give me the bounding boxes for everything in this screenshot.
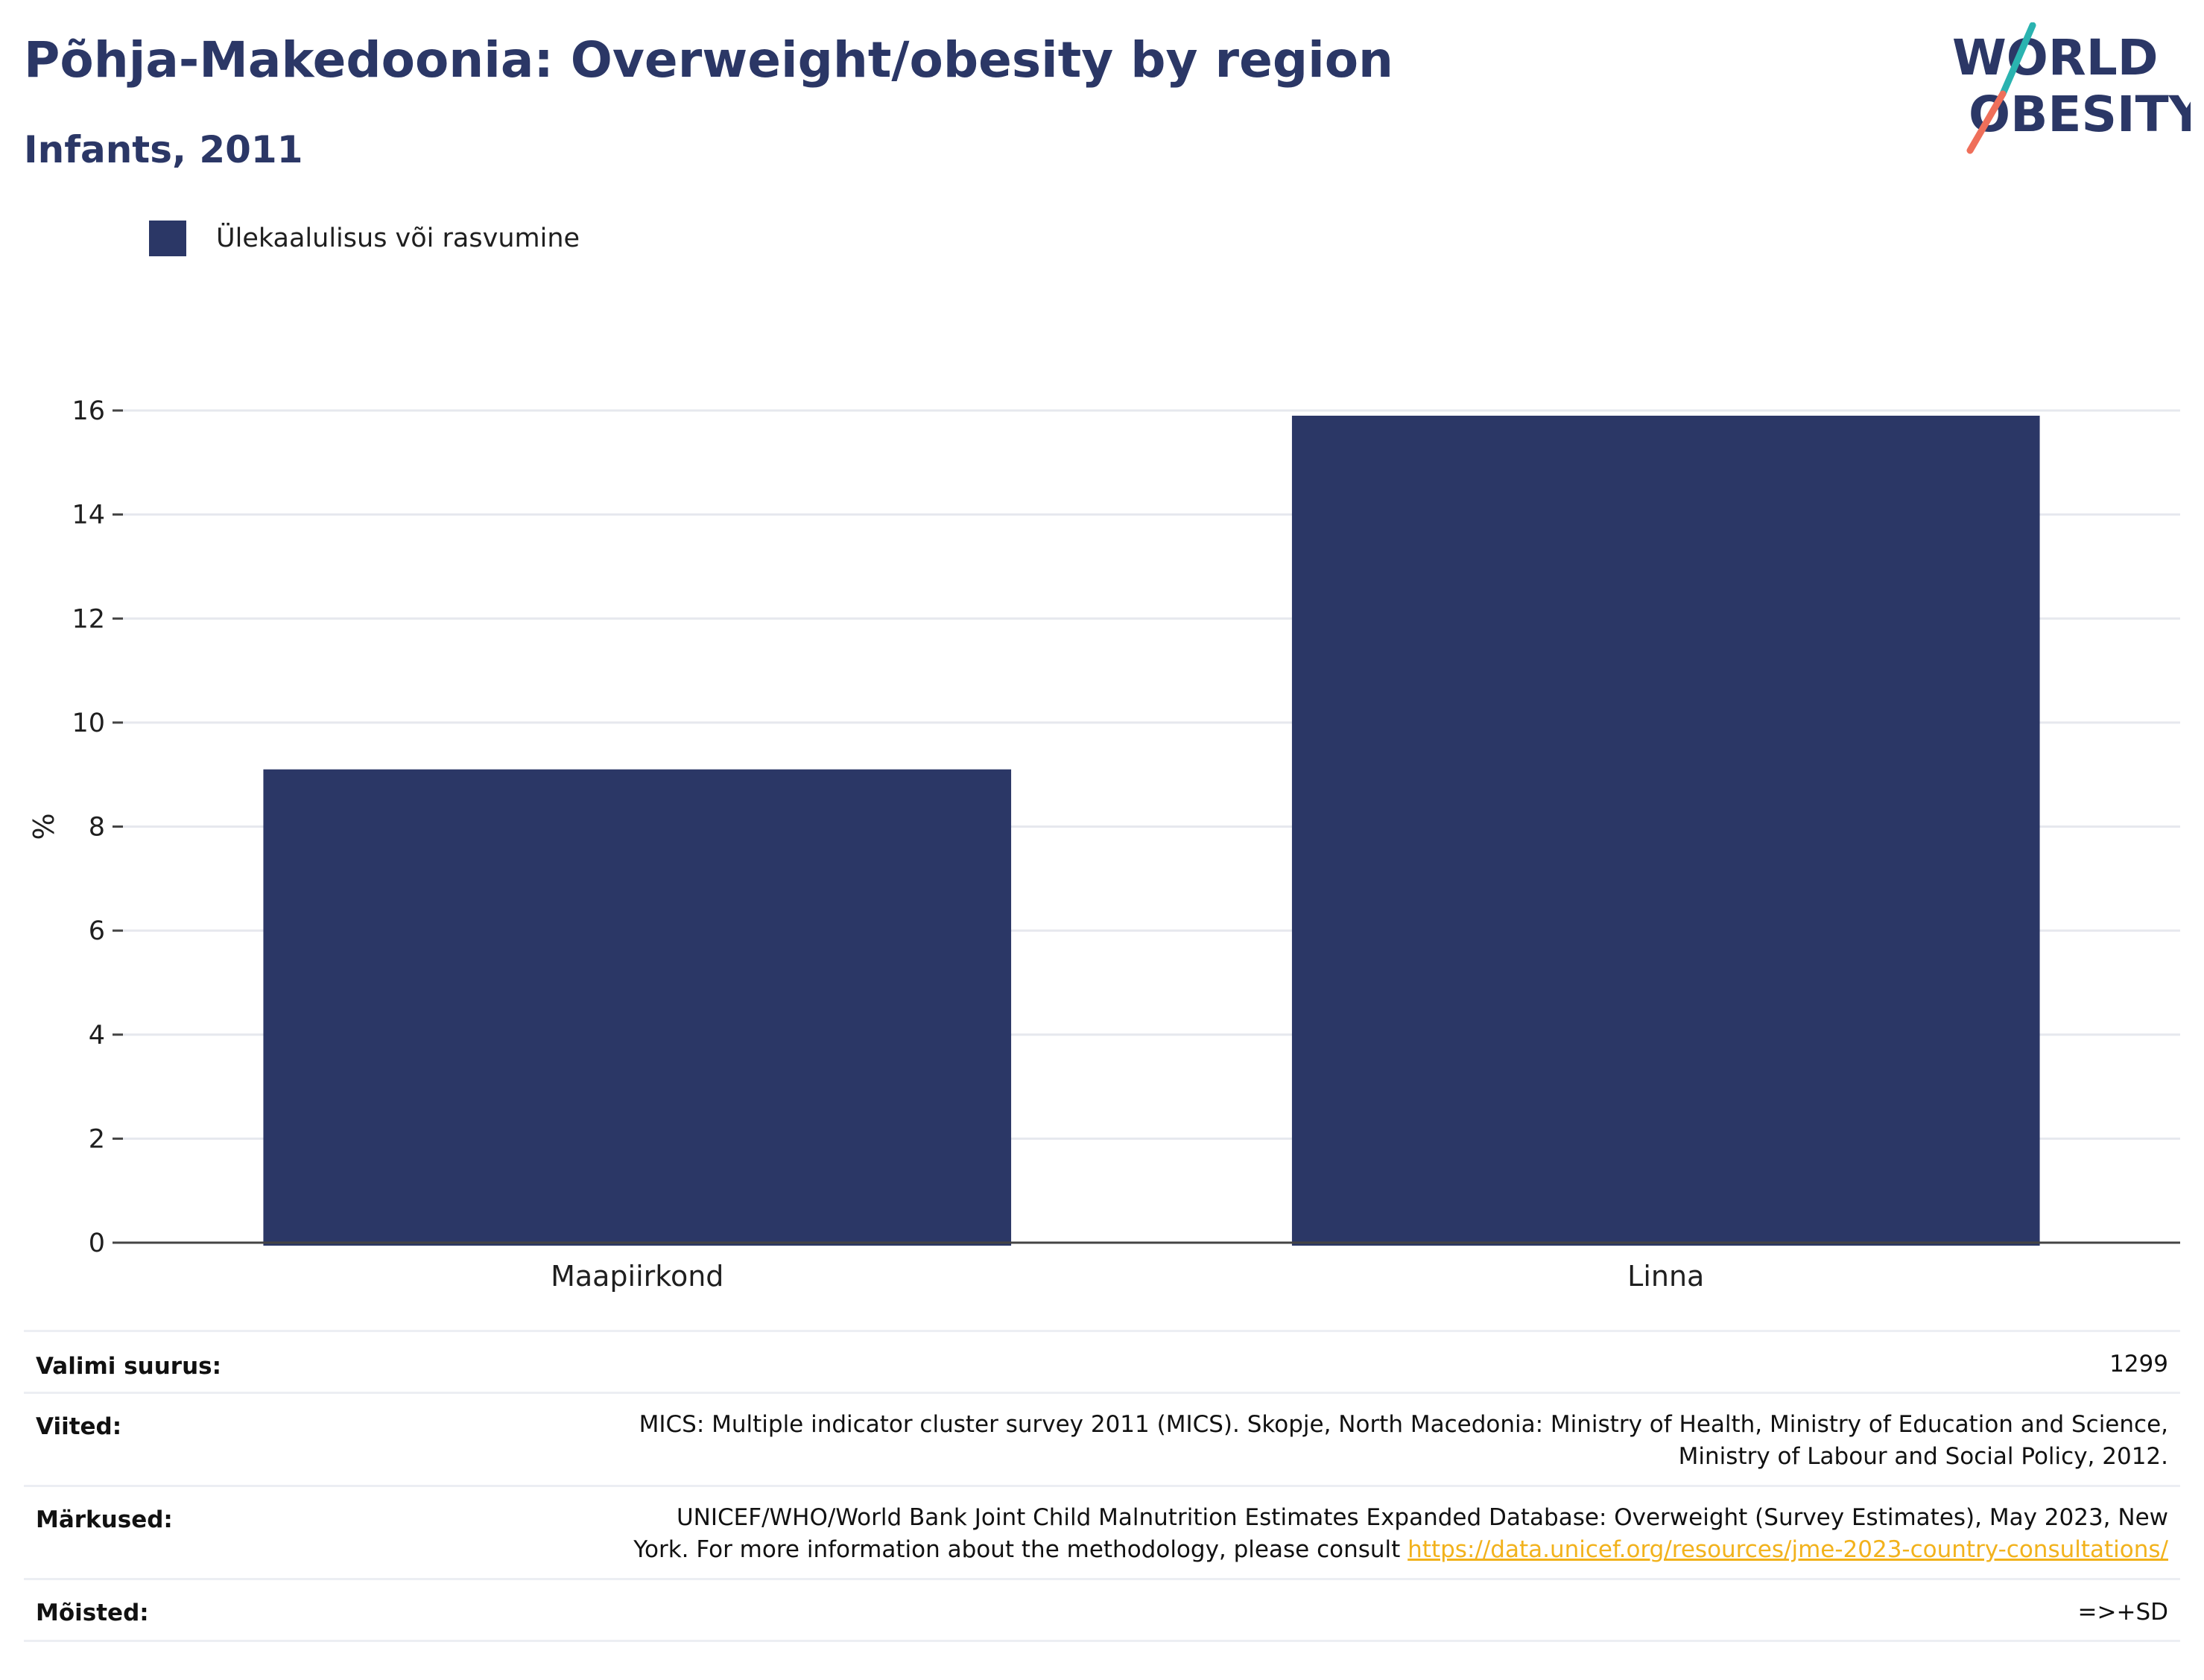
y-tick-label: 14 bbox=[72, 501, 105, 530]
y-tick-label: 12 bbox=[72, 604, 105, 634]
y-tick-label: 2 bbox=[89, 1124, 105, 1154]
footer-row-definitions: Mõisted: =>+SD bbox=[24, 1578, 2180, 1642]
sample-size-value: 1299 bbox=[2109, 1351, 2168, 1378]
y-tick-label: 10 bbox=[72, 709, 105, 738]
methodology-link[interactable]: https://data.unicef.org/resources/jme-20… bbox=[1407, 1536, 2168, 1563]
y-tick-label: 8 bbox=[89, 813, 105, 843]
footer-row-sample-size: Valimi suurus: 1299 bbox=[24, 1330, 2180, 1392]
legend-label: Ülekaalulisus või rasvumine bbox=[216, 224, 580, 253]
y-tick-label: 16 bbox=[72, 396, 105, 426]
x-tick-label: Linna bbox=[1627, 1260, 1704, 1293]
footer-row-notes: Märkused: UNICEF/WHO/World Bank Joint Ch… bbox=[24, 1485, 2180, 1578]
y-tick-label: 0 bbox=[89, 1229, 105, 1258]
bar-maapiirkond bbox=[263, 769, 1012, 1246]
bar-chart: 0 2 4 6 8 10 12 14 16% Maapiirkond Linna bbox=[28, 396, 2180, 1293]
logo-slash-coral bbox=[1966, 90, 2007, 154]
references-value: MICS: Multiple indicator cluster survey … bbox=[639, 1409, 2168, 1473]
notes-line-2: York. For more information about the met… bbox=[633, 1534, 2168, 1566]
world-obesity-logo: WORLD OBESITY bbox=[1952, 22, 2191, 154]
references-label: Viited: bbox=[36, 1413, 122, 1440]
legend: Ülekaalulisus või rasvumine bbox=[149, 221, 580, 256]
notes-value: UNICEF/WHO/World Bank Joint Child Malnut… bbox=[633, 1502, 2168, 1566]
y-tick-label: 4 bbox=[89, 1021, 105, 1050]
notes-label: Märkused: bbox=[36, 1506, 173, 1533]
definitions-value: =>+SD bbox=[2077, 1599, 2168, 1626]
footer-table: Valimi suurus: 1299 Viited: MICS: Multip… bbox=[24, 1330, 2180, 1642]
logo-slash-teal bbox=[1999, 22, 2036, 98]
definitions-label: Mõisted: bbox=[36, 1600, 149, 1626]
logo-word-world: WORLD bbox=[1952, 29, 2159, 86]
y-tick-label: 6 bbox=[89, 916, 105, 946]
chart-title: Põhja-Makedoonia: Overweight/obesity by … bbox=[24, 31, 1394, 89]
chart-subtitle: Infants, 2011 bbox=[24, 128, 303, 171]
notes-line-1: UNICEF/WHO/World Bank Joint Child Malnut… bbox=[676, 1504, 2168, 1531]
y-axis-label: % bbox=[28, 813, 60, 840]
notes-line-2-text: York. For more information about the met… bbox=[633, 1536, 1401, 1563]
footer-row-references: Viited: MICS: Multiple indicator cluster… bbox=[24, 1392, 2180, 1485]
bar-linna bbox=[1291, 415, 2040, 1246]
references-line-2: Ministry of Labour and Social Policy, 20… bbox=[1678, 1443, 2168, 1470]
x-tick-label: Maapiirkond bbox=[551, 1260, 723, 1293]
references-line-1: MICS: Multiple indicator cluster survey … bbox=[639, 1411, 2168, 1438]
legend-swatch bbox=[149, 221, 186, 256]
sample-size-label: Valimi suurus: bbox=[36, 1353, 221, 1380]
